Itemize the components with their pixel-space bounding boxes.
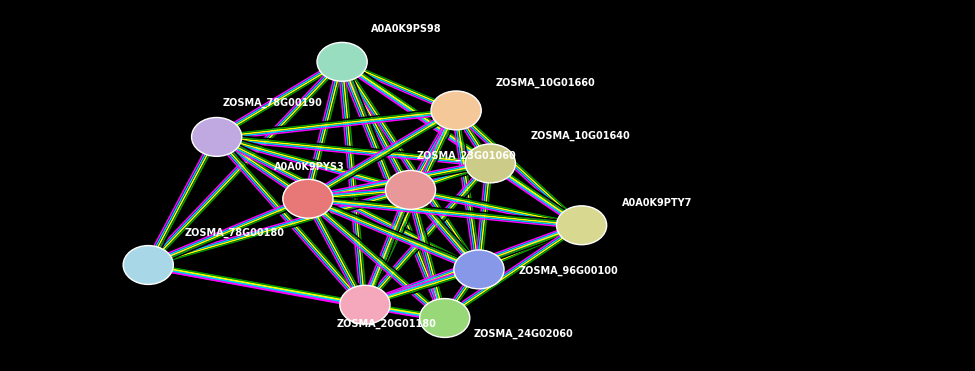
Text: ZOSMA_78G00180: ZOSMA_78G00180 xyxy=(184,228,285,239)
Circle shape xyxy=(340,285,390,324)
Text: ZOSMA_78G00190: ZOSMA_78G00190 xyxy=(222,98,323,108)
Circle shape xyxy=(453,250,504,289)
Text: ZOSMA_10G01640: ZOSMA_10G01640 xyxy=(530,131,630,141)
Circle shape xyxy=(419,299,470,338)
Text: A0A0K9PS98: A0A0K9PS98 xyxy=(370,24,442,33)
Circle shape xyxy=(465,144,516,183)
Text: ZOSMA_10G01660: ZOSMA_10G01660 xyxy=(496,78,596,88)
Text: A0A0K9PYS3: A0A0K9PYS3 xyxy=(274,162,344,172)
Circle shape xyxy=(283,179,333,218)
Circle shape xyxy=(557,206,606,245)
Text: ZOSMA_20G01180: ZOSMA_20G01180 xyxy=(336,318,436,329)
Circle shape xyxy=(123,246,174,285)
Circle shape xyxy=(191,118,242,156)
Circle shape xyxy=(385,171,436,209)
Text: ZOSMA_23G01060: ZOSMA_23G01060 xyxy=(416,151,516,161)
Text: ZOSMA_96G00100: ZOSMA_96G00100 xyxy=(519,265,618,276)
Circle shape xyxy=(431,91,482,130)
Text: ZOSMA_24G02060: ZOSMA_24G02060 xyxy=(473,329,573,339)
Circle shape xyxy=(317,42,368,81)
Text: A0A0K9PTY7: A0A0K9PTY7 xyxy=(621,198,692,208)
